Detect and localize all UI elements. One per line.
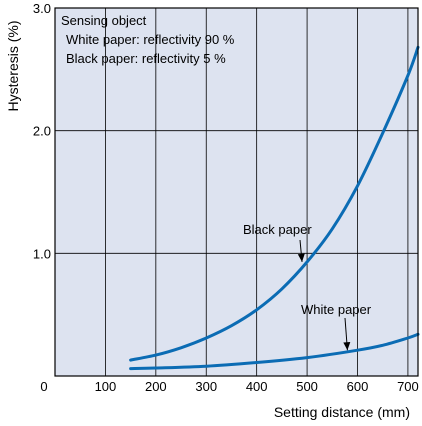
x-axis-label: Setting distance (mm) xyxy=(274,404,410,420)
tick-labels: 0 100 200 300 400 500 600 700 1.0 2.0 3.0 xyxy=(33,1,419,394)
legend-title: Sensing object xyxy=(61,13,147,28)
y-axis-label: Hysteresis (%) xyxy=(5,20,21,111)
x-tick-label: 200 xyxy=(145,379,167,394)
x-tick-label: 300 xyxy=(195,379,217,394)
y-tick-label: 3.0 xyxy=(33,1,51,16)
x-tick-label: 0 xyxy=(40,379,47,394)
x-tick-label: 700 xyxy=(397,379,419,394)
x-tick-label: 100 xyxy=(95,379,117,394)
y-tick-label: 1.0 xyxy=(33,246,51,261)
annotation-arrowhead xyxy=(343,342,351,351)
series-line-white-paper xyxy=(129,332,420,371)
legend-line-black: Black paper: reflectivity 5 % xyxy=(66,51,226,66)
x-tick-label: 500 xyxy=(296,379,318,394)
annotation-white-paper: White paper xyxy=(301,302,372,317)
annotation-black-paper: Black paper xyxy=(243,222,312,237)
plot-frame xyxy=(54,7,419,377)
annotation-arrowhead xyxy=(297,253,305,262)
legend-line-white: White paper: reflectivity 90 % xyxy=(66,32,235,47)
series-lines xyxy=(129,45,420,371)
x-tick-label: 400 xyxy=(246,379,268,394)
y-tick-label: 2.0 xyxy=(33,124,51,139)
legend-box: Sensing object White paper: reflectivity… xyxy=(61,13,235,66)
annotation-pointers xyxy=(297,239,351,351)
x-tick-label: 600 xyxy=(347,379,369,394)
series-line-black-paper xyxy=(129,45,420,362)
